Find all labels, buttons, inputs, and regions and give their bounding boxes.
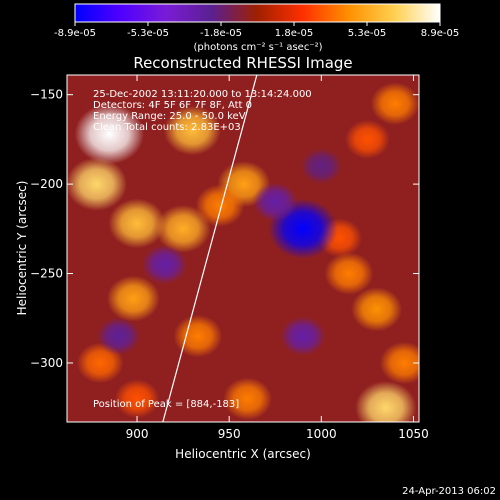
annotation-time-range: 25-Dec-2002 13:11:20.000 to 13:14:24.000	[93, 89, 312, 100]
x-tick-label: 900	[126, 427, 149, 441]
heatmap-blob	[67, 157, 128, 211]
plot-frame	[66, 74, 420, 423]
heatmap-image	[67, 75, 419, 422]
heatmap-blob	[324, 252, 374, 295]
heatmap-blob	[97, 317, 140, 355]
colorbar-tick-label: -8.9e-05	[54, 28, 96, 39]
y-axis-ticks: −150 −200 −250 −300	[30, 88, 419, 370]
y-tick-label: −200	[30, 177, 63, 191]
heatmap-blob	[195, 184, 245, 227]
colorbar-ticks: -8.9e-05 -5.3e-05 -1.8e-05 1.8e-05 5.3e-05 8.…	[54, 22, 459, 39]
heatmap-blob	[223, 377, 272, 420]
heatmap-blob	[379, 341, 419, 385]
y-tick-label: −150	[30, 88, 63, 102]
colorbar-tick-label: 8.9e-05	[421, 28, 459, 39]
colorbar-tick-label: 1.8e-05	[275, 28, 313, 39]
colorbar-unit-label: (photons cm⁻² s⁻¹ asec⁻²)	[193, 42, 322, 53]
x-axis-ticks: 900 950 1000 1050	[126, 75, 429, 441]
y-tick-label: −250	[30, 267, 63, 281]
heatmap-blob	[106, 275, 160, 322]
colorbar-tick-label: -5.3e-05	[127, 28, 169, 39]
colorbar-tick-label: -1.8e-05	[200, 28, 242, 39]
heatmap-blob	[351, 287, 403, 332]
solar-limb-line	[162, 74, 258, 423]
heatmap-blob	[108, 198, 166, 249]
heatmap-blob	[114, 379, 160, 419]
heatmap-blob	[74, 103, 145, 165]
heatmap-blob	[301, 148, 342, 184]
heatmap-blob	[345, 119, 390, 159]
colorbar	[74, 3, 441, 23]
annotation-detectors: Detectors: 4F 5F 6F 7F 8F, Att 0	[93, 100, 252, 111]
colorbar-tick-label: 5.3e-05	[348, 28, 386, 39]
peak-position-label: Position of Peak = [884,-183]	[93, 399, 239, 410]
heatmap-blob	[252, 182, 298, 222]
x-tick-label: 950	[218, 427, 241, 441]
footer-timestamp: 24-Apr-2013 06:02	[402, 486, 496, 497]
heatmap-blob	[173, 314, 223, 358]
heatmap-blob	[370, 82, 419, 125]
heatmap-blob	[280, 316, 326, 356]
heatmap-blob	[155, 204, 211, 253]
heatmap-blob	[355, 381, 417, 422]
y-axis-label: Heliocentric Y (arcsec)	[15, 181, 29, 316]
x-axis-label: Heliocentric X (arcsec)	[175, 447, 311, 461]
y-tick-label: −300	[30, 356, 63, 370]
heatmap-blob	[163, 105, 221, 156]
x-tick-label: 1000	[306, 427, 337, 441]
chart-title: Reconstructed RHESSI Image	[133, 54, 352, 72]
annotation-counts: Clean Total counts: 2.83E+03	[93, 122, 241, 133]
annotation-energy-range: Energy Range: 25.0 - 50.0 keV	[93, 111, 246, 122]
x-tick-label: 1050	[398, 427, 429, 441]
heatmap-blob	[142, 245, 187, 284]
